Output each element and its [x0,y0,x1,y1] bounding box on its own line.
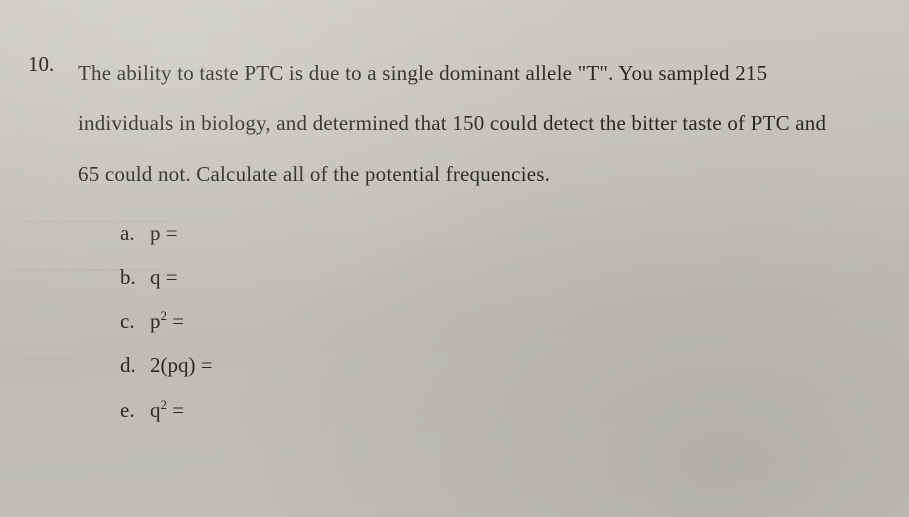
answer-letter: d. [120,343,150,387]
answer-item: c. p2 = [120,299,849,343]
answer-item: a. p = [120,211,849,255]
answer-letter: a. [120,211,150,255]
answer-expression: q2 = [150,388,184,432]
answer-expression: q = [150,255,178,299]
answer-letter: e. [120,388,150,432]
answer-item: d. 2(pq) = [120,343,849,387]
question-line-1: The ability to taste PTC is due to a sin… [78,48,849,98]
worksheet-page: 10. The ability to taste PTC is due to a… [0,0,909,517]
question-text: The ability to taste PTC is due to a sin… [78,48,849,199]
answer-item: b. q = [120,255,849,299]
answer-list: a. p = b. q = c. p2 = d. 2(pq) = e. q2 = [120,211,849,431]
answer-item: e. q2 = [120,388,849,432]
answer-expression: p2 = [150,299,184,343]
answer-expression: 2(pq) = [150,343,213,387]
question-line-3: 65 could not. Calculate all of the poten… [78,149,849,199]
ghost-text: ——— [20,348,77,369]
question-line-2: individuals in biology, and determined t… [78,98,849,148]
answer-expression: p = [150,211,178,255]
answer-letter: c. [120,299,150,343]
answer-letter: b. [120,255,150,299]
question-number: 10. [28,52,54,77]
